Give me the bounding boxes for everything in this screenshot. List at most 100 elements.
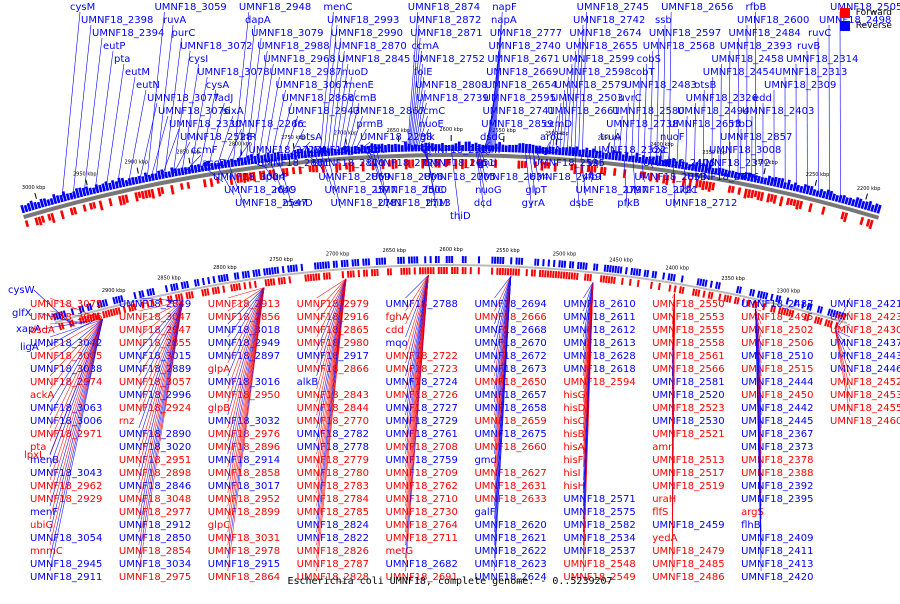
feature-label: UMNF18_2729 <box>386 416 458 427</box>
feature-label: UMNF18_2479 <box>652 546 724 557</box>
feature-label: UMNF18_2597 <box>649 28 721 39</box>
feature-label: UMNF18_2785 <box>297 507 369 518</box>
feature-label: UMNF18_2623 <box>474 559 546 570</box>
feature-label: UMNF18_2745 <box>577 2 649 13</box>
feature-label: UMNF18_2537 <box>563 546 635 557</box>
feature-label: UMNF18_2581 <box>652 377 724 388</box>
feature-label: UMNF18_2513 <box>652 455 724 466</box>
reverse-feature <box>704 280 707 287</box>
feature-label: UMNF18_2618 <box>563 364 635 375</box>
feature-label: UMNF18_2515 <box>741 364 813 375</box>
forward-feature <box>108 198 112 206</box>
forward-feature <box>629 279 632 286</box>
feature-label: cdd <box>386 325 404 336</box>
feature-label: UMNF18_3017 <box>208 481 280 492</box>
feature-label: UMNF18_2613 <box>563 338 635 349</box>
feature-label: UMNF18_2594 <box>563 377 635 388</box>
forward-feature <box>504 268 506 275</box>
reverse-feature <box>606 265 609 272</box>
forward-feature <box>352 270 354 277</box>
feature-label: UMNF18_2398 <box>81 15 153 26</box>
feature-label: UMNF18_2575 <box>563 507 635 518</box>
forward-feature <box>602 276 605 283</box>
feature-label: UMNF18_2458 <box>711 54 783 65</box>
reverse-feature <box>515 145 518 153</box>
feature-label: UMNF18_2669 <box>486 67 558 78</box>
reverse-feature <box>528 144 531 153</box>
forward-feature <box>432 267 434 274</box>
forward-feature <box>249 281 252 288</box>
reverse-feature <box>518 143 521 152</box>
feature-label: UMNF18_2495 <box>741 312 813 323</box>
forward-feature <box>312 274 315 281</box>
feature-label: UMNF18_2483 <box>624 80 696 91</box>
feature-label: UMNF18_2506 <box>741 338 813 349</box>
feature-label: UMNF18_2660 <box>474 442 546 453</box>
forward-feature <box>222 286 225 293</box>
reverse-feature <box>381 258 383 265</box>
reverse-feature <box>234 273 237 280</box>
feature-label: UMNF18_2455 <box>830 403 900 414</box>
forward-feature <box>515 269 517 276</box>
forward-feature <box>637 280 640 287</box>
reverse-feature <box>378 258 380 265</box>
feature-label: UMNF18_2675 <box>474 429 546 440</box>
reverse-feature <box>376 258 378 265</box>
feature-label: aroC <box>540 132 563 143</box>
feature-label: pta <box>30 442 46 453</box>
forward-feature <box>621 278 624 285</box>
forward-feature <box>792 199 796 206</box>
feature-label: truA <box>600 132 621 143</box>
reverse-feature <box>478 256 480 263</box>
feature-label: UMNF18_2846 <box>119 481 191 492</box>
feature-label: UMNF18_2403 <box>742 106 814 117</box>
reverse-feature <box>167 171 171 177</box>
reverse-feature <box>502 257 504 264</box>
reverse-feature <box>799 186 803 193</box>
feature-label: UMNF18_2872 <box>409 15 481 26</box>
feature-label: UMNF18_2519 <box>652 481 724 492</box>
forward-feature <box>50 213 55 223</box>
forward-feature <box>462 267 464 274</box>
feature-label: hisA <box>563 442 584 453</box>
forward-feature <box>424 267 426 274</box>
feature-label: UMNF18_2521 <box>652 429 724 440</box>
feature-label: hisI <box>563 468 580 479</box>
inner-tick-label: 2300 kbp <box>777 289 801 295</box>
feature-label: UMNF18_2977 <box>119 507 191 518</box>
forward-feature <box>82 204 86 211</box>
forward-feature <box>708 291 711 298</box>
reverse-feature <box>548 259 551 266</box>
feature-label: UMNF18_2446 <box>830 364 900 375</box>
reverse-feature <box>581 149 584 157</box>
feature-label: dsbE <box>569 198 593 209</box>
feature-label: cysA <box>206 80 230 91</box>
forward-feature <box>568 272 571 279</box>
feature-label: hisH <box>563 481 585 492</box>
feature-label: UMNF18_2764 <box>386 520 458 531</box>
reverse-feature <box>295 264 298 271</box>
forward-feature <box>650 282 653 289</box>
reverse-feature <box>322 262 325 269</box>
feature-label: sixA <box>223 106 244 117</box>
feature-label: UMNF18_2762 <box>386 481 458 492</box>
inner-tick-label: 2650 kbp <box>383 248 407 254</box>
reverse-feature <box>569 261 572 268</box>
feature-label: UMNF18_2782 <box>297 429 369 440</box>
forward-feature <box>547 270 549 277</box>
forward-feature <box>408 268 410 275</box>
feature-label: UMNF18_2658 <box>474 403 546 414</box>
reverse-feature <box>255 269 258 276</box>
outer-tick-label: 2200 kbp <box>857 186 881 192</box>
reverse-feature <box>628 156 631 162</box>
feature-label: UMNF18_2855 <box>119 338 191 349</box>
feature-label: UMNF18_2673 <box>474 364 546 375</box>
forward-feature <box>539 270 541 277</box>
forward-feature <box>358 270 360 277</box>
feature-label: UMNF18_2968 <box>263 54 335 65</box>
forward-feature <box>315 273 318 280</box>
reverse-feature <box>596 264 599 271</box>
forward-feature <box>342 271 345 278</box>
forward-feature <box>613 277 616 284</box>
reverse-feature <box>696 278 699 285</box>
